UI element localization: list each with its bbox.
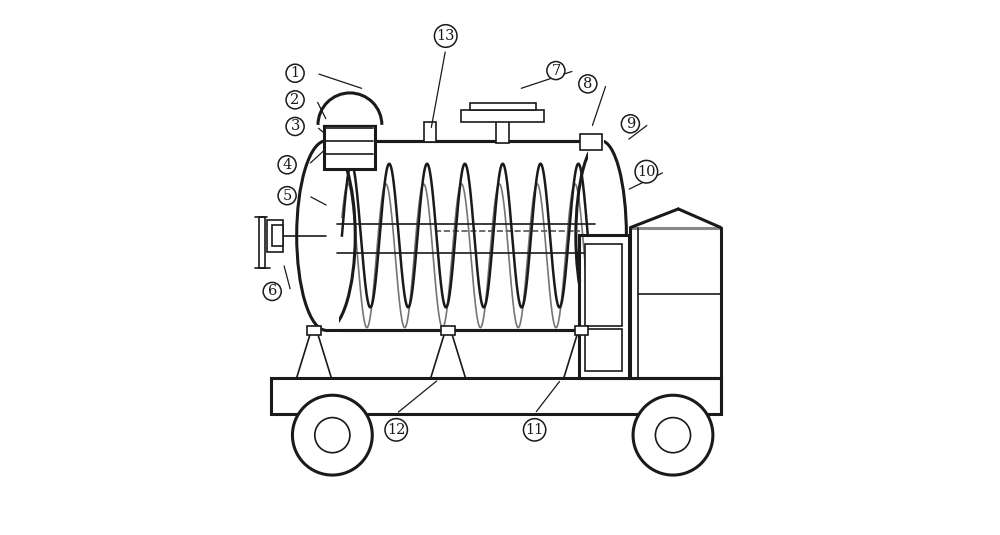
Bar (424, 122, 436, 142)
Bar (267, 219, 283, 251)
Bar (461, 111, 544, 122)
Bar (585, 328, 622, 371)
Circle shape (315, 418, 350, 453)
Text: 8: 8 (583, 77, 593, 91)
Bar (259, 217, 265, 268)
Bar (441, 326, 455, 334)
Bar (585, 243, 622, 326)
Bar (324, 125, 375, 169)
Text: 13: 13 (436, 29, 455, 43)
Wedge shape (319, 94, 381, 125)
Bar (575, 326, 588, 334)
Text: 1: 1 (291, 66, 300, 80)
Text: 12: 12 (387, 423, 405, 437)
Text: 10: 10 (637, 165, 656, 179)
Bar (588, 138, 604, 333)
Bar (326, 138, 339, 333)
Bar (496, 121, 509, 143)
Text: 5: 5 (282, 189, 292, 203)
Text: 7: 7 (551, 64, 561, 78)
Circle shape (655, 418, 691, 453)
Bar (271, 378, 721, 414)
Text: 3: 3 (290, 119, 300, 133)
Text: 2: 2 (290, 93, 300, 107)
Bar (470, 103, 536, 111)
Text: 4: 4 (282, 158, 292, 172)
Circle shape (292, 395, 372, 475)
Bar (272, 225, 283, 246)
Text: 11: 11 (525, 423, 544, 437)
Bar (307, 326, 321, 334)
Ellipse shape (576, 141, 626, 330)
Ellipse shape (297, 141, 355, 330)
Text: 9: 9 (626, 117, 635, 131)
Bar (579, 235, 629, 378)
Text: 6: 6 (268, 285, 277, 299)
Bar (580, 134, 602, 150)
Circle shape (633, 395, 713, 475)
